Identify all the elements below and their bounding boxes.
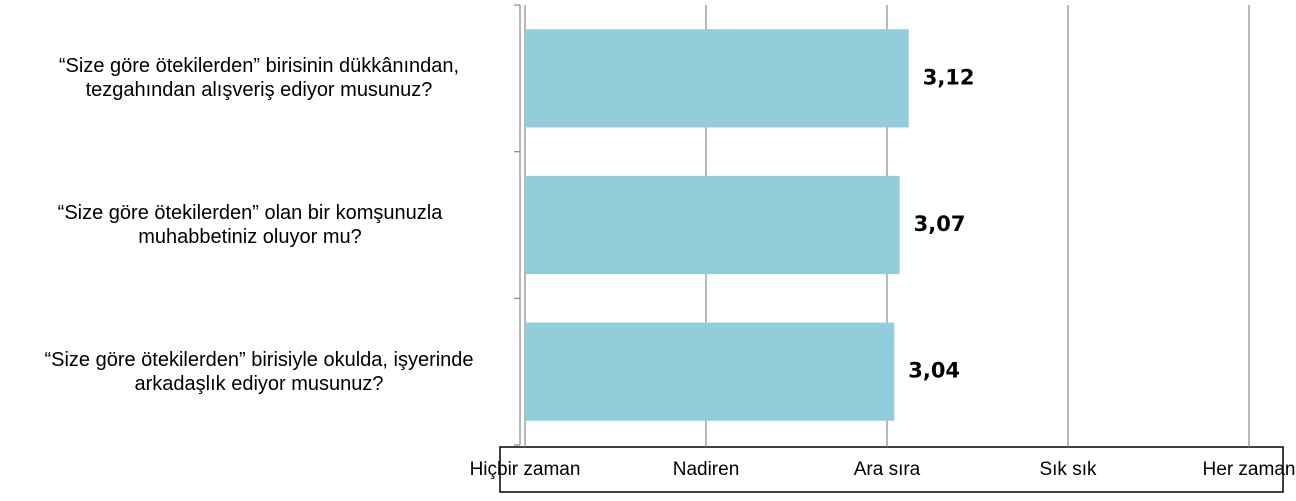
y-tick-label: “Size göre ötekilerden” birisiyle okulda… xyxy=(44,348,474,395)
data-label: 3,04 xyxy=(908,359,960,383)
x-tick-label: Ara sıra xyxy=(854,459,921,480)
category-label-box: “Size göre ötekilerden” olan bir komşunu… xyxy=(57,201,443,248)
data-label: 3,07 xyxy=(914,212,966,236)
x-axis-box xyxy=(499,446,1284,493)
category-label-box: “Size göre ötekilerden” birisinin dükkân… xyxy=(58,55,460,102)
x-tick-label: Sık sık xyxy=(1039,459,1097,480)
y-tick-label: “Size göre ötekilerden” birisinin dükkân… xyxy=(58,55,460,102)
bar xyxy=(525,322,895,421)
category-label-box: “Size göre ötekilerden” birisiyle okulda… xyxy=(44,348,474,395)
y-tick-label: “Size göre ötekilerden” olan bir komşunu… xyxy=(57,201,443,248)
x-tick-label: Nadiren xyxy=(673,459,740,480)
bar xyxy=(525,29,909,128)
data-label: 3,12 xyxy=(923,65,975,89)
x-tick-label: Her zaman xyxy=(1203,459,1296,480)
x-tick-label: Hiçbir zaman xyxy=(470,459,581,480)
bar xyxy=(525,175,900,275)
